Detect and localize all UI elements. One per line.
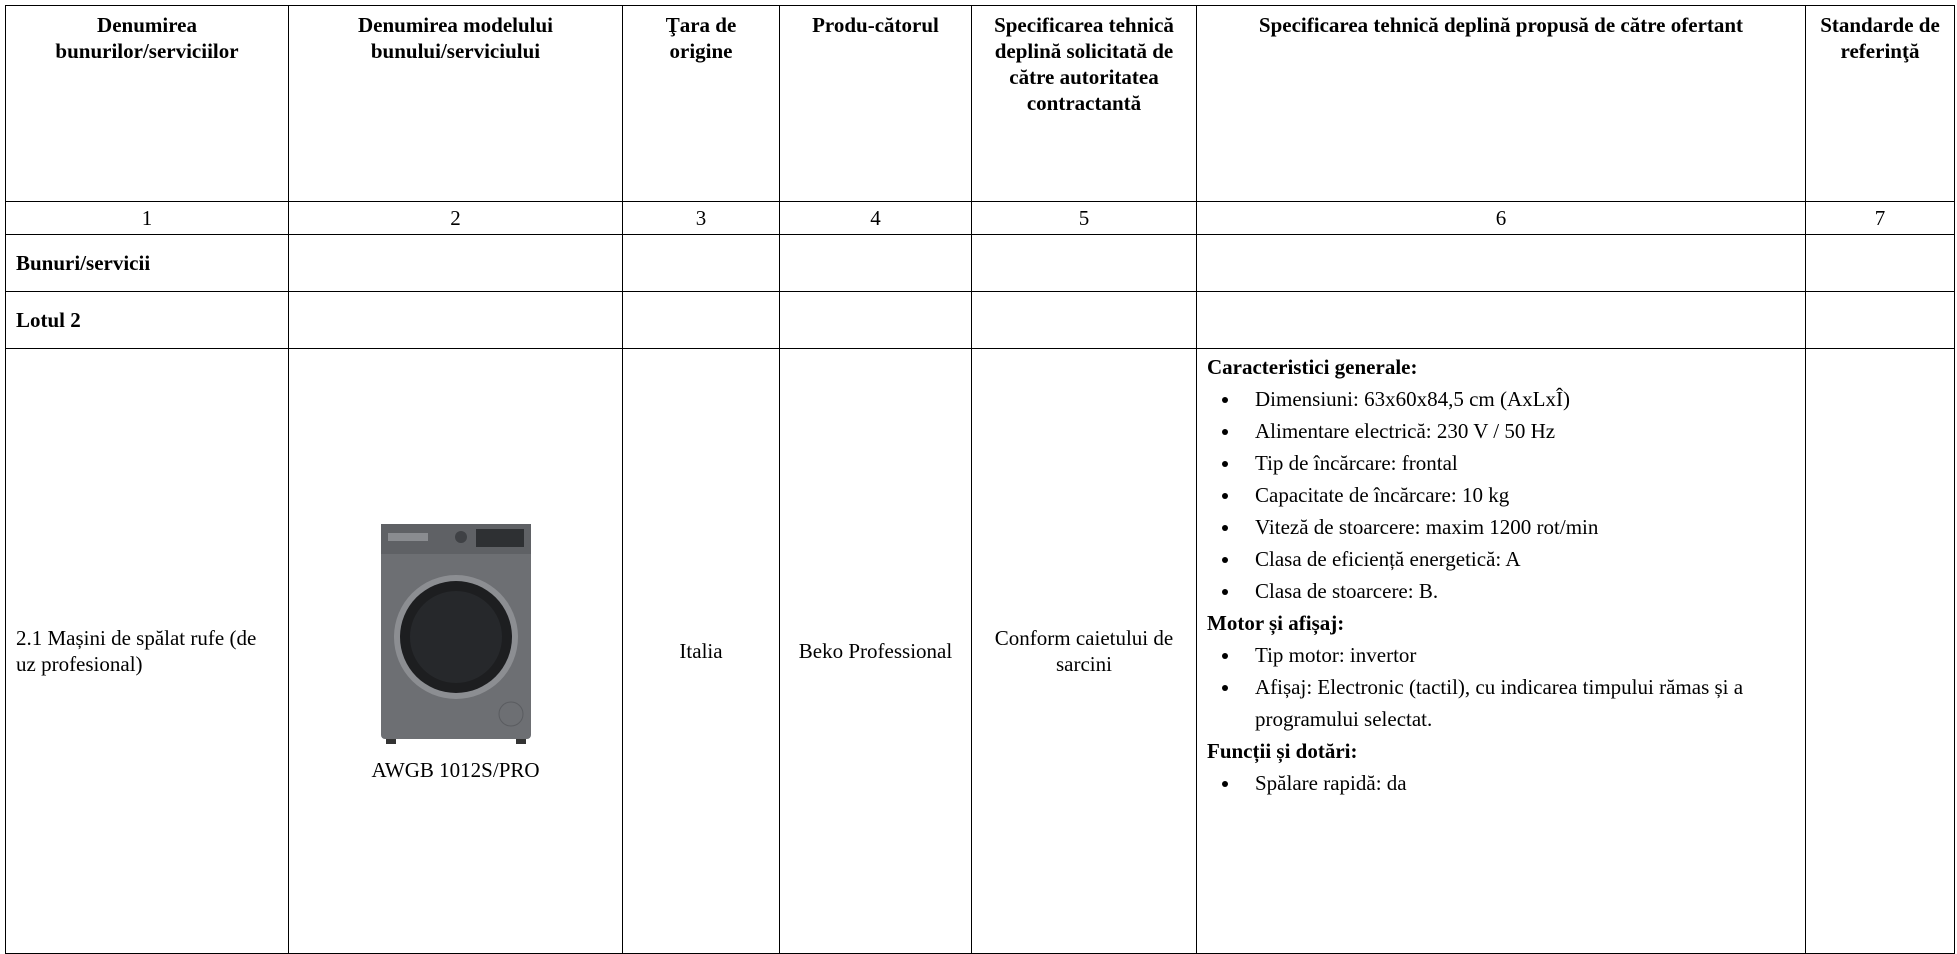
spec-heading: Caracteristici generale: [1207,355,1418,379]
item-name: 2.1 Mașini de spălat rufe (de uz profesi… [5,348,289,954]
spec-item: Capacitate de încărcare: 10 kg [1241,479,1795,511]
empty-cell [1805,291,1955,349]
empty-cell [1196,234,1806,292]
column-header: Denumirea bunurilor/serviciilor [5,5,289,202]
spec-item: Spălare rapidă: da [1241,767,1795,799]
empty-cell [288,234,623,292]
spec-item: Alimentare electrică: 230 V / 50 Hz [1241,415,1795,447]
column-number: 7 [1805,201,1955,235]
header-row: Denumirea bunurilor/serviciilor Denumirea… [5,5,1955,202]
item-producer: Beko Professional [779,348,972,954]
spec-item: Clasa de stoarcere: B. [1241,575,1795,607]
column-header: Ţara de origine [622,5,780,202]
item-model-cell: AWGB 1012S/PRO [288,348,623,954]
empty-cell [779,291,972,349]
column-number: 2 [288,201,623,235]
section-row: Bunuri/servicii [5,234,1955,292]
column-number: 1 [5,201,289,235]
section-row: Lotul 2 [5,291,1955,349]
item-country: Italia [622,348,780,954]
empty-cell [1805,234,1955,292]
empty-cell [971,291,1197,349]
empty-cell [622,234,780,292]
column-number: 3 [622,201,780,235]
offer-table: Denumirea bunurilor/serviciilor Denumirea… [5,5,1955,954]
item-row: 2.1 Mașini de spălat rufe (de uz profesi… [5,348,1955,954]
spec-item: Tip motor: invertor [1241,639,1795,671]
empty-cell [622,291,780,349]
column-header: Standarde de referinţă [1805,5,1955,202]
section-label: Lotul 2 [5,291,289,349]
item-requested-spec: Conform caietului de sarcini [971,348,1197,954]
spec-heading: Funcții și dotări: [1207,739,1358,763]
empty-cell [779,234,972,292]
column-header: Specificarea tehnică deplină solicitată … [971,5,1197,202]
spec-list: Tip motor: invertorAfișaj: Electronic (t… [1207,639,1795,735]
spec-item: Afișaj: Electronic (tactil), cu indicare… [1241,671,1795,735]
column-number: 4 [779,201,972,235]
spec-item: Viteză de stoarcere: maxim 1200 rot/min [1241,511,1795,543]
empty-cell [971,234,1197,292]
spec-list: Dimensiuni: 63x60x84,5 cm (AxLxÎ)Aliment… [1207,383,1795,607]
page: Denumirea bunurilor/serviciilor Denumirea… [0,0,1957,787]
item-offered-spec: Caracteristici generale: Dimensiuni: 63x6… [1196,348,1806,954]
column-header: Denumirea modelului bunului/serviciului [288,5,623,202]
column-header: Specificarea tehnică deplină propusă de … [1196,5,1806,202]
column-header: Produ-cătorul [779,5,972,202]
section-label: Bunuri/servicii [5,234,289,292]
product-image [380,524,531,744]
spec-heading: Motor și afișaj: [1207,611,1345,635]
spec-list: Spălare rapidă: da [1207,767,1795,799]
spec-item: Tip de încărcare: frontal [1241,447,1795,479]
item-standards [1805,348,1955,954]
empty-cell [1196,291,1806,349]
spec-item: Clasa de eficiență energetică: A [1241,543,1795,575]
spec-item: Dimensiuni: 63x60x84,5 cm (AxLxÎ) [1241,383,1795,415]
item-model: AWGB 1012S/PRO [371,758,540,782]
column-number: 5 [971,201,1197,235]
empty-cell [288,291,623,349]
column-number: 6 [1196,201,1806,235]
